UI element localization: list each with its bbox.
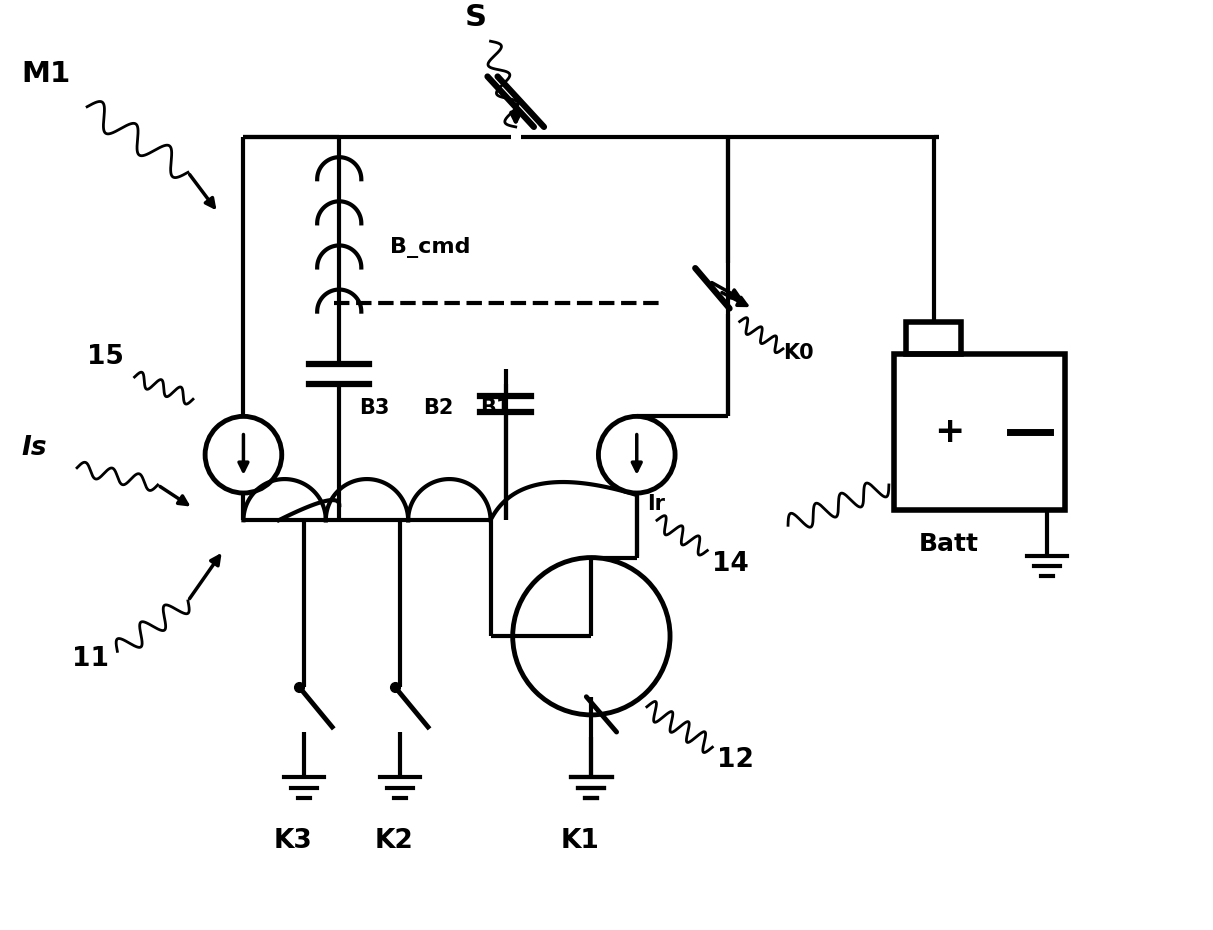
Text: B2: B2 <box>423 398 454 419</box>
Text: Ir: Ir <box>647 494 665 514</box>
Text: K1: K1 <box>562 828 600 854</box>
Text: M1: M1 <box>22 60 70 87</box>
Text: 14: 14 <box>712 551 750 577</box>
Text: B_cmd: B_cmd <box>389 237 471 258</box>
Text: 11: 11 <box>72 646 109 672</box>
Text: K3: K3 <box>274 828 313 854</box>
Text: 12: 12 <box>717 748 754 774</box>
Bar <box>906 322 962 353</box>
Text: K0: K0 <box>782 343 814 363</box>
Text: K2: K2 <box>375 828 414 854</box>
Text: 15: 15 <box>87 344 124 370</box>
Text: B1: B1 <box>480 398 511 419</box>
Text: Batt: Batt <box>919 532 979 555</box>
Text: S: S <box>465 3 486 32</box>
Text: B3: B3 <box>359 398 389 419</box>
Text: +: + <box>934 415 964 449</box>
Text: Is: Is <box>22 434 47 460</box>
Bar <box>894 353 1065 511</box>
